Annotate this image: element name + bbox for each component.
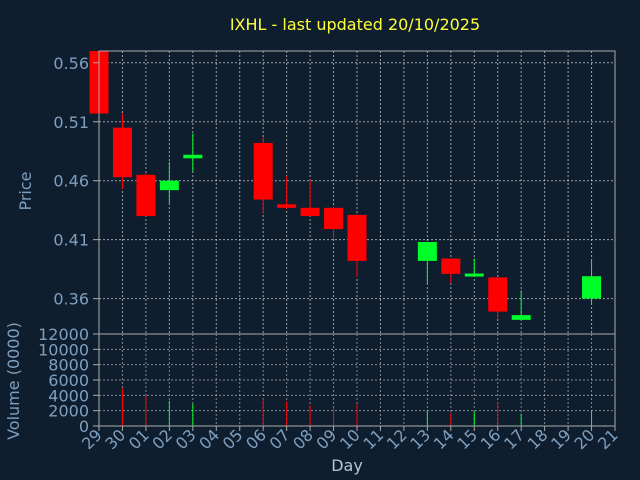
volume-tick-label: 2000 [48,402,89,421]
candle-body [417,242,437,261]
candle-30 [112,113,132,189]
candle-body [159,180,179,191]
x-axis-label: Day [331,456,363,475]
candle-16 [488,277,508,319]
candle-body [300,207,320,217]
candle-13 [417,242,437,284]
candle-body [464,273,484,277]
candle-03 [183,133,203,172]
candle-10 [347,213,367,278]
candle-07 [277,175,297,210]
candle-body [582,276,602,299]
panel-frames [98,50,616,427]
chart-title: IXHL - last updated 20/10/2025 [230,15,480,34]
candle-body [511,315,531,320]
price-tick-label: 0.41 [53,231,89,250]
price-tick-label: 0.51 [53,113,89,132]
volume-panel-frame [98,333,616,427]
candle-body [183,154,203,159]
candle-15 [464,258,484,277]
volume-tick-label: 10000 [38,340,89,359]
volume-tick-label: 4000 [48,386,89,405]
volume-tick-label: 8000 [48,356,89,375]
candle-02 [159,161,179,204]
candle-17 [511,290,531,320]
candle-body [277,204,297,208]
candle-body [441,258,461,274]
candle-09 [324,206,344,239]
candle-body [253,142,273,200]
price-tick-label: 0.36 [53,290,89,309]
candle-body [347,214,367,261]
candle-06 [253,137,273,214]
price-tick-label: 0.56 [53,54,89,73]
volume-bars [121,388,593,426]
candle-14 [441,258,461,284]
candle-body [488,277,508,312]
candle-20 [582,260,602,304]
volume-tick-label: 0 [79,417,89,436]
candle-body [324,207,344,230]
candle-body [112,127,132,178]
day-x-ticks: 2930010203040506070809101112131415161718… [78,425,622,453]
volume-tick-label: 6000 [48,371,89,390]
volume-axis-label: Volume (0000) [4,322,23,440]
price-tick-label: 0.46 [53,172,89,191]
candle-08 [300,179,320,217]
candle-01 [136,172,156,217]
price-axis-label: Price [16,171,35,210]
price-candles [89,51,602,320]
candle-body [136,174,156,217]
price-y-ticks: 0.56 0.51 0.46 0.41 0.36 [53,54,99,309]
price-panel: 0.56 0.51 0.46 0.41 0.36 Price [16,51,616,334]
volume-tick-label: 12000 [38,325,89,344]
